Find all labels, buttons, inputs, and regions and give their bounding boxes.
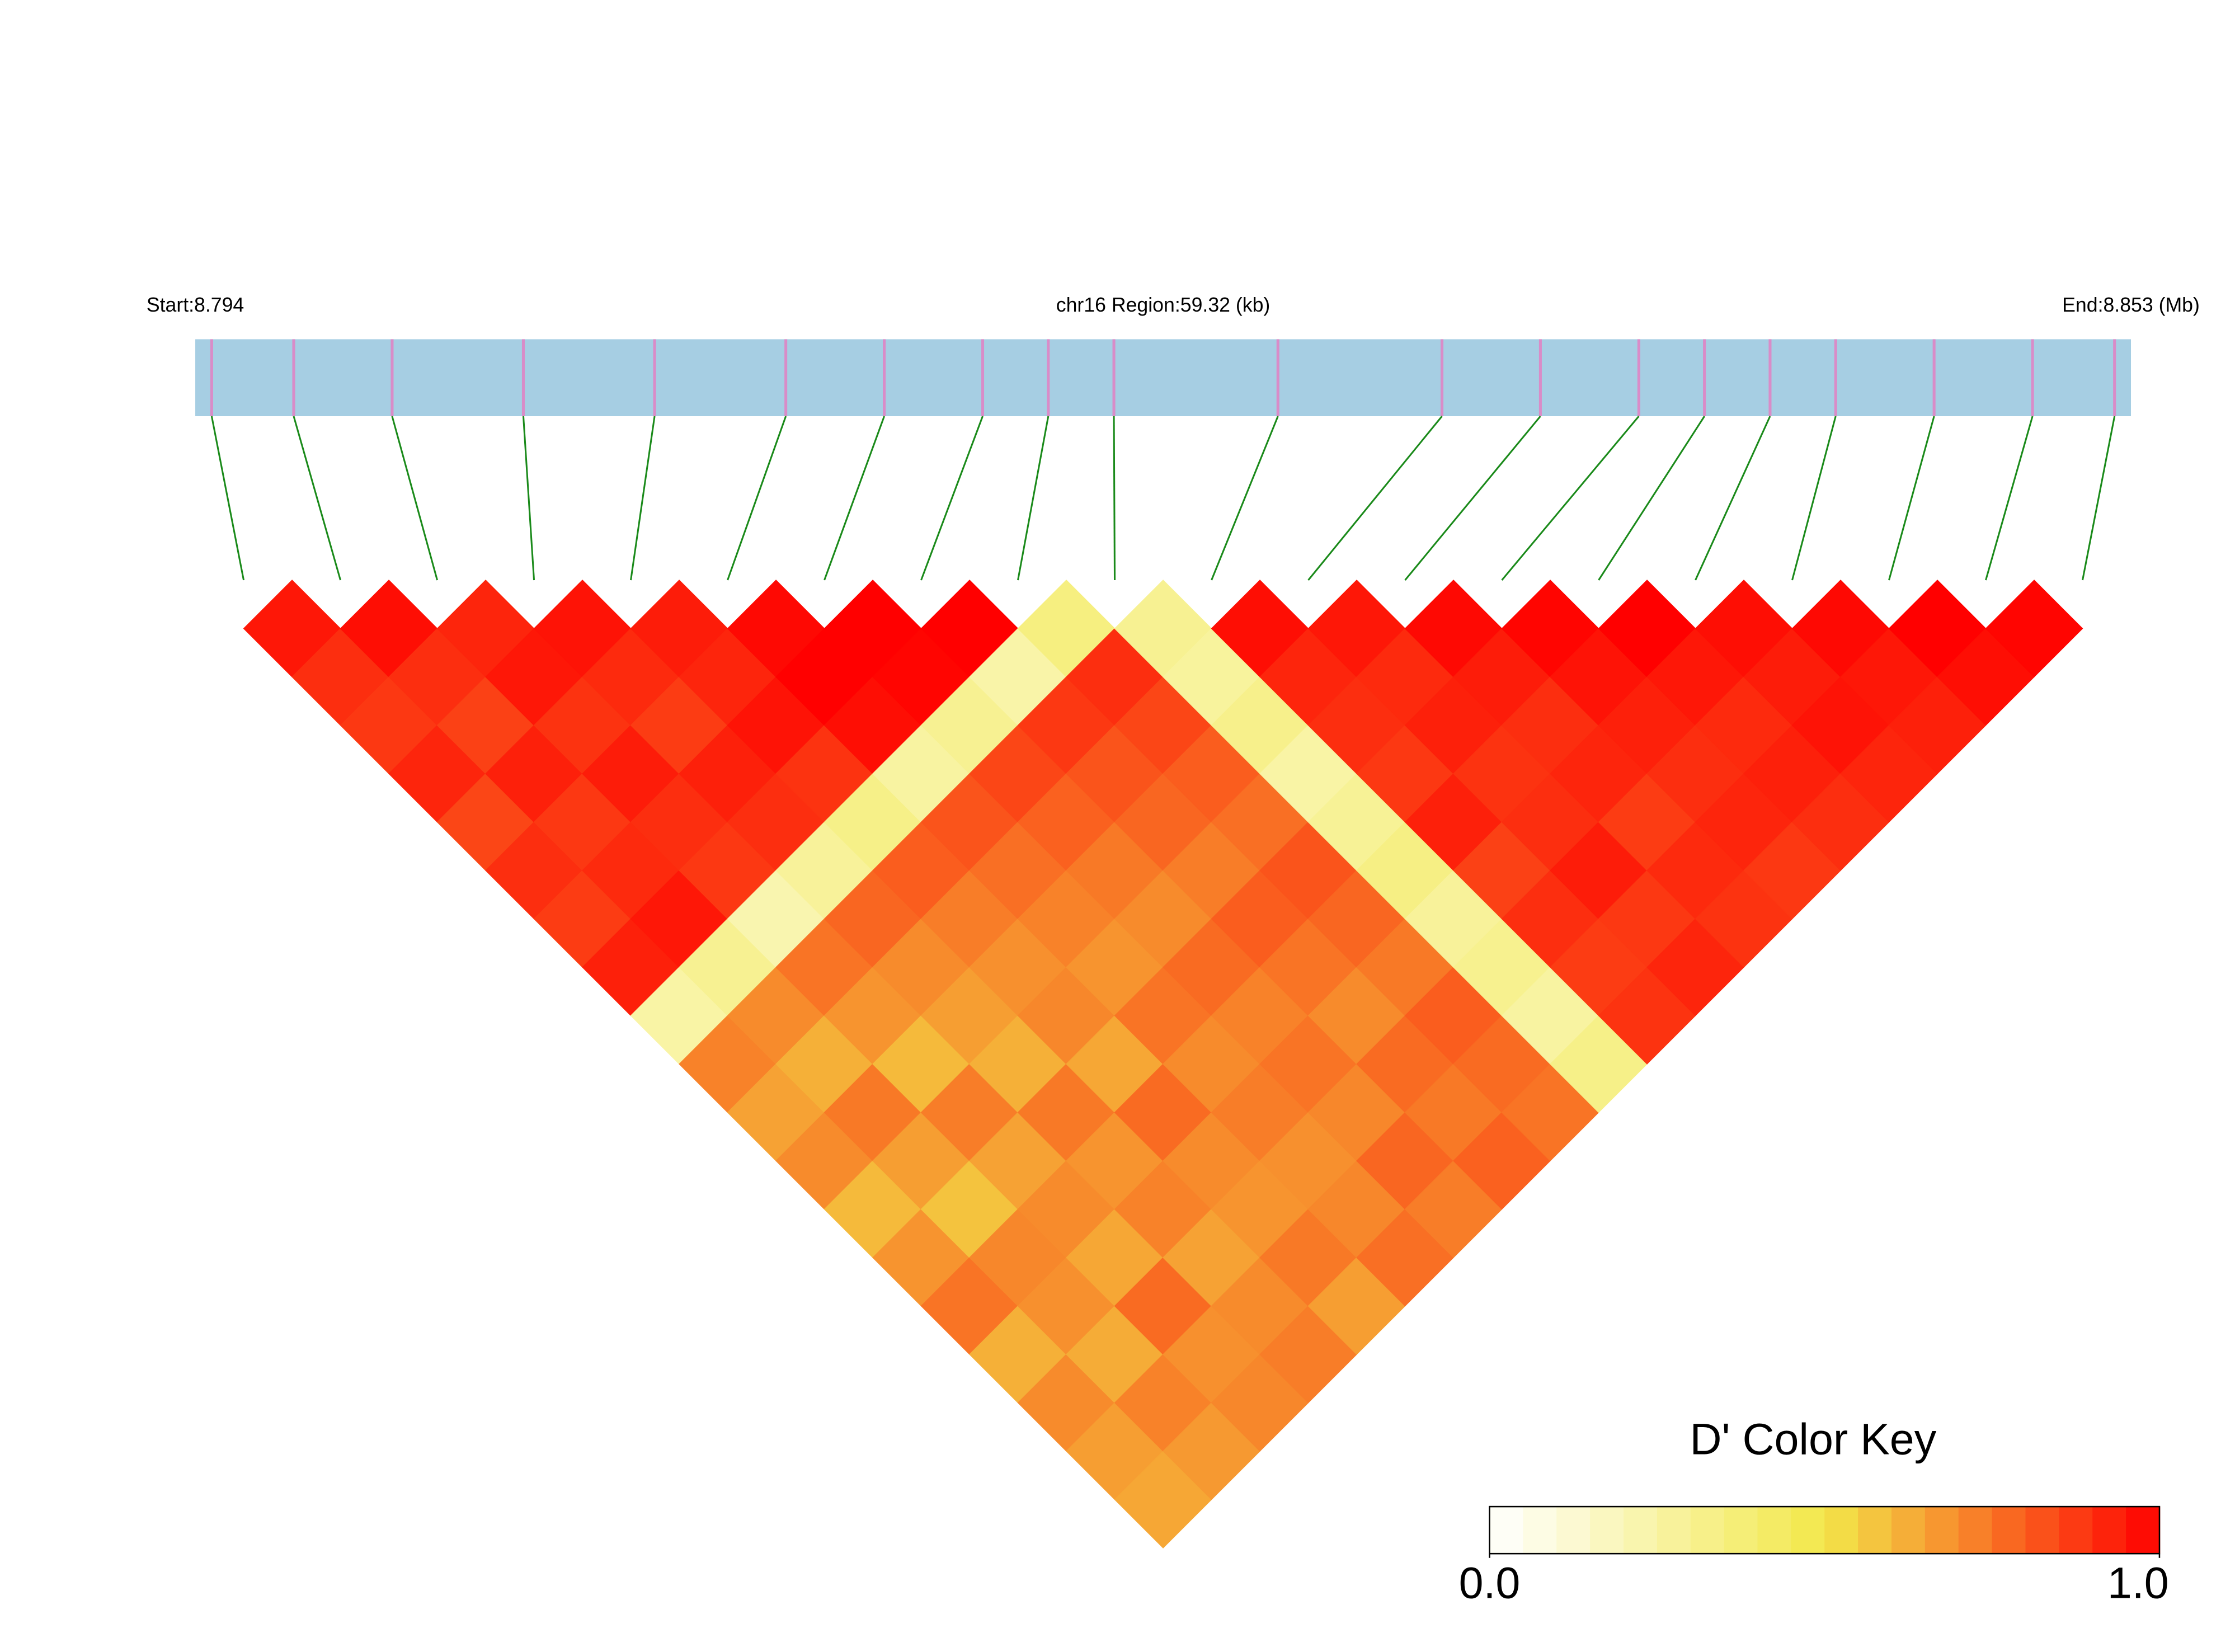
color-key-step (1690, 1507, 1725, 1554)
snp-connector (1211, 416, 1279, 581)
snp-connector (920, 416, 984, 581)
color-key-step (1757, 1507, 1792, 1554)
ld-cell (1985, 580, 2083, 677)
chart-title: chr16 Region:59.32 (kb) (1056, 294, 1271, 316)
color-key-label: 1.0 (2107, 1559, 2169, 1608)
legend-title: D' Color Key (1690, 1414, 1936, 1463)
color-key-frame (1489, 1505, 2161, 1555)
snp-connector (630, 416, 656, 581)
color-key-step (1590, 1507, 1625, 1554)
color-key-step (1925, 1507, 1959, 1554)
snp-connector (1695, 416, 1771, 581)
color-key-step (2126, 1507, 2161, 1554)
snp-connector (824, 416, 885, 581)
snp-connector (1307, 416, 1443, 581)
snp-connector (2082, 416, 2116, 581)
color-key-step (1657, 1507, 1692, 1554)
color-key-step (1992, 1507, 2026, 1554)
color-key-step (1958, 1507, 1993, 1554)
color-key-step (2059, 1507, 2093, 1554)
region-bar (195, 339, 2132, 416)
color-key-step (1623, 1507, 1658, 1554)
color-key-step (2092, 1507, 2127, 1554)
color-key-step (1824, 1507, 1859, 1554)
snp-connector (1598, 416, 1705, 581)
snp-connector (1985, 416, 2034, 581)
color-key-step (2025, 1507, 2060, 1554)
color-key-step (1724, 1507, 1758, 1554)
color-key-step (1791, 1507, 1825, 1554)
snp-connector (1017, 416, 1050, 581)
color-key-step (1523, 1507, 1558, 1554)
snp-connector (1501, 416, 1640, 581)
color-key-step (1858, 1507, 1893, 1554)
color-key-step (1556, 1507, 1591, 1554)
color-key-step (1489, 1507, 1524, 1554)
snp-connector (391, 416, 439, 581)
snp-connector (1888, 416, 1935, 581)
color-key-label: 0.0 (1459, 1559, 1521, 1608)
snp-connector (1404, 416, 1541, 581)
snp-connector (210, 416, 245, 581)
start-label: Start:8.794 (147, 294, 244, 316)
snp-connector (522, 416, 535, 581)
color-key-step (1891, 1507, 1926, 1554)
snp-connector (727, 416, 787, 581)
snp-connector (1791, 416, 1837, 581)
snp-connector (293, 416, 342, 581)
end-label: End:8.853 (Mb) (2062, 294, 2200, 316)
